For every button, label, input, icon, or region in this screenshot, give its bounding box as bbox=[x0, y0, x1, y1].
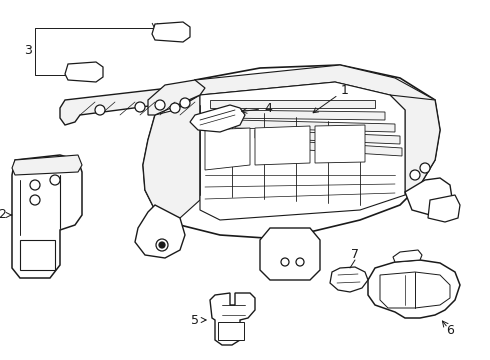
Circle shape bbox=[170, 103, 180, 113]
Polygon shape bbox=[393, 250, 422, 262]
Bar bbox=[218, 322, 244, 340]
Polygon shape bbox=[152, 22, 190, 42]
Polygon shape bbox=[405, 178, 452, 215]
Polygon shape bbox=[143, 95, 200, 218]
Polygon shape bbox=[220, 110, 385, 120]
Polygon shape bbox=[210, 100, 375, 108]
Polygon shape bbox=[12, 155, 82, 278]
Circle shape bbox=[30, 195, 40, 205]
Circle shape bbox=[156, 239, 168, 251]
Polygon shape bbox=[20, 240, 55, 270]
Polygon shape bbox=[275, 140, 402, 156]
Text: 4: 4 bbox=[242, 102, 272, 114]
Polygon shape bbox=[255, 130, 400, 144]
Polygon shape bbox=[235, 120, 395, 132]
Polygon shape bbox=[200, 82, 405, 220]
Polygon shape bbox=[210, 293, 255, 345]
Circle shape bbox=[155, 100, 165, 110]
Polygon shape bbox=[390, 95, 440, 195]
Circle shape bbox=[296, 258, 304, 266]
Polygon shape bbox=[315, 125, 365, 163]
Circle shape bbox=[420, 163, 430, 173]
Circle shape bbox=[180, 98, 190, 108]
Polygon shape bbox=[175, 65, 435, 110]
Polygon shape bbox=[368, 260, 460, 318]
Circle shape bbox=[410, 170, 420, 180]
Polygon shape bbox=[380, 272, 450, 308]
Polygon shape bbox=[260, 228, 320, 280]
Text: 2: 2 bbox=[0, 208, 12, 221]
Circle shape bbox=[95, 105, 105, 115]
Polygon shape bbox=[330, 267, 368, 292]
Polygon shape bbox=[428, 195, 460, 222]
Text: 6: 6 bbox=[446, 324, 454, 337]
Text: 7: 7 bbox=[351, 248, 359, 261]
Polygon shape bbox=[205, 128, 250, 170]
Polygon shape bbox=[190, 105, 245, 132]
Circle shape bbox=[135, 102, 145, 112]
Polygon shape bbox=[65, 62, 103, 82]
Polygon shape bbox=[12, 155, 82, 175]
Polygon shape bbox=[148, 80, 205, 115]
Circle shape bbox=[159, 242, 165, 248]
Circle shape bbox=[50, 175, 60, 185]
Polygon shape bbox=[60, 85, 210, 125]
Text: 5: 5 bbox=[191, 314, 206, 327]
Polygon shape bbox=[135, 205, 185, 258]
Polygon shape bbox=[255, 126, 310, 165]
Circle shape bbox=[30, 180, 40, 190]
Circle shape bbox=[281, 258, 289, 266]
Polygon shape bbox=[143, 65, 440, 238]
Text: 1: 1 bbox=[313, 84, 349, 113]
Text: 3: 3 bbox=[24, 44, 32, 57]
